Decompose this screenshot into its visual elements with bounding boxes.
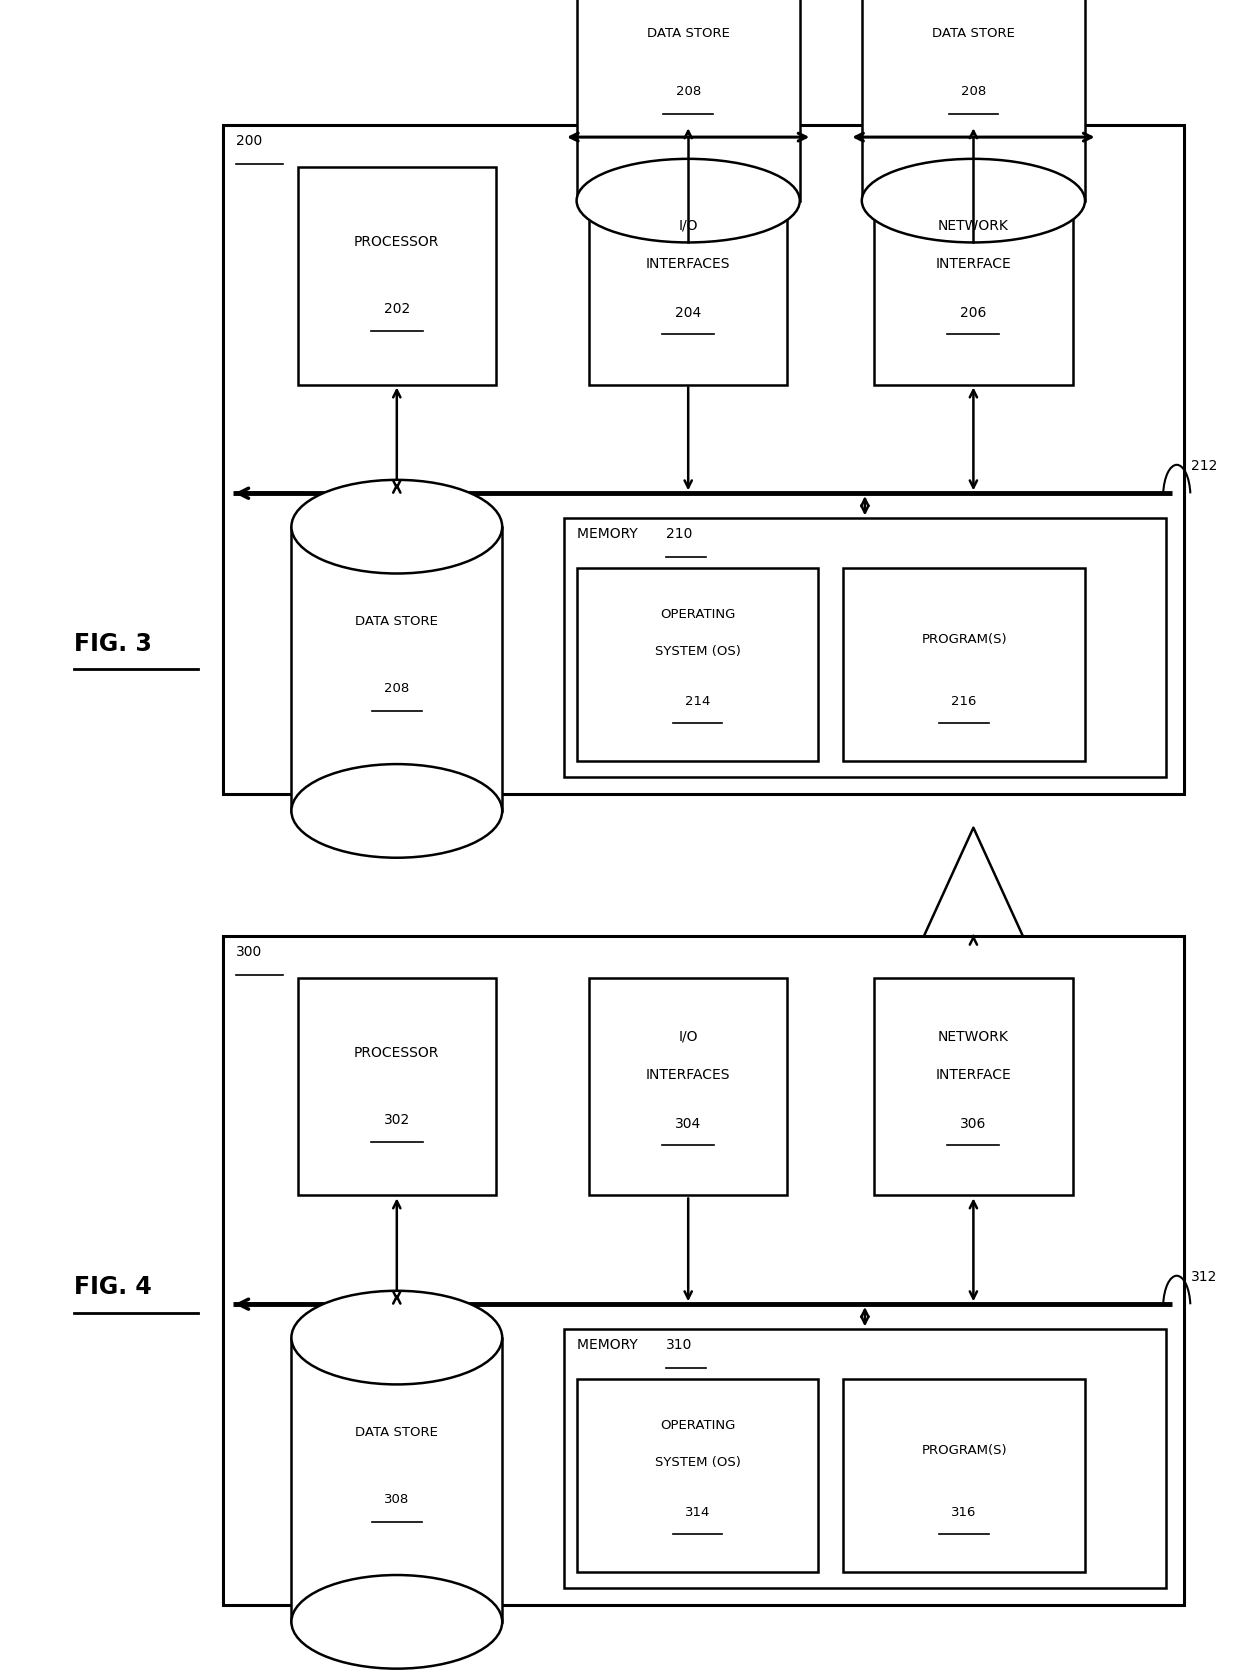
Text: DATA STORE: DATA STORE xyxy=(356,615,438,629)
Text: 312: 312 xyxy=(1190,1271,1218,1284)
Bar xyxy=(223,936,1184,1605)
Bar xyxy=(577,0,800,201)
Bar xyxy=(874,978,1073,1195)
Text: OPERATING: OPERATING xyxy=(660,609,735,620)
Bar xyxy=(577,1379,818,1572)
Bar xyxy=(577,568,818,761)
Ellipse shape xyxy=(862,159,1085,242)
Text: I/O: I/O xyxy=(678,1030,698,1043)
Text: 200: 200 xyxy=(236,134,262,147)
Bar xyxy=(843,568,1085,761)
Text: 214: 214 xyxy=(684,696,711,707)
Bar xyxy=(589,167,787,385)
Text: PROCESSOR: PROCESSOR xyxy=(355,1047,439,1060)
Text: 204: 204 xyxy=(675,306,702,319)
Text: FIG. 4: FIG. 4 xyxy=(74,1276,153,1299)
Text: PROGRAM(S): PROGRAM(S) xyxy=(921,634,1007,645)
Text: NETWORK: NETWORK xyxy=(937,1030,1009,1043)
Bar xyxy=(291,527,502,811)
Bar xyxy=(589,978,787,1195)
Text: 308: 308 xyxy=(384,1493,409,1506)
Text: INTERFACE: INTERFACE xyxy=(935,257,1012,271)
Text: SYSTEM (OS): SYSTEM (OS) xyxy=(655,645,740,657)
Text: MEMORY: MEMORY xyxy=(577,1338,642,1351)
Bar xyxy=(564,518,1166,777)
Text: 304: 304 xyxy=(675,1117,702,1130)
Text: 208: 208 xyxy=(961,85,986,99)
Text: 216: 216 xyxy=(951,696,977,707)
Ellipse shape xyxy=(291,764,502,858)
Ellipse shape xyxy=(291,1291,502,1384)
Bar xyxy=(298,167,496,385)
Text: NETWORK: NETWORK xyxy=(937,219,1009,232)
Text: DATA STORE: DATA STORE xyxy=(932,27,1014,40)
Text: MEMORY: MEMORY xyxy=(577,527,642,540)
Bar xyxy=(223,125,1184,794)
Text: PROGRAM(S): PROGRAM(S) xyxy=(921,1445,1007,1456)
Text: SYSTEM (OS): SYSTEM (OS) xyxy=(655,1456,740,1468)
Text: 212: 212 xyxy=(1190,460,1218,473)
Ellipse shape xyxy=(291,480,502,573)
Text: 210: 210 xyxy=(666,527,692,540)
Text: 306: 306 xyxy=(960,1117,987,1130)
Bar xyxy=(843,1379,1085,1572)
Text: FIG. 3: FIG. 3 xyxy=(74,632,153,655)
Text: INTERFACE: INTERFACE xyxy=(935,1068,1012,1082)
Bar xyxy=(862,0,1085,201)
Bar xyxy=(291,1338,502,1622)
Bar xyxy=(564,1329,1166,1588)
Ellipse shape xyxy=(291,1575,502,1669)
Text: 316: 316 xyxy=(951,1506,977,1518)
Text: I/O: I/O xyxy=(678,219,698,232)
Text: 208: 208 xyxy=(384,682,409,696)
Bar xyxy=(298,978,496,1195)
Bar xyxy=(874,167,1073,385)
Text: INTERFACES: INTERFACES xyxy=(646,1068,730,1082)
Text: 208: 208 xyxy=(676,85,701,99)
Text: DATA STORE: DATA STORE xyxy=(356,1426,438,1440)
Text: 302: 302 xyxy=(383,1114,410,1127)
Text: 206: 206 xyxy=(960,306,987,319)
Text: 310: 310 xyxy=(666,1338,692,1351)
Text: INTERFACES: INTERFACES xyxy=(646,257,730,271)
Text: DATA STORE: DATA STORE xyxy=(647,27,729,40)
Text: 300: 300 xyxy=(236,945,262,958)
Text: OPERATING: OPERATING xyxy=(660,1420,735,1431)
Text: 314: 314 xyxy=(684,1506,711,1518)
Text: 202: 202 xyxy=(383,303,410,316)
Ellipse shape xyxy=(577,159,800,242)
Text: PROCESSOR: PROCESSOR xyxy=(355,236,439,249)
